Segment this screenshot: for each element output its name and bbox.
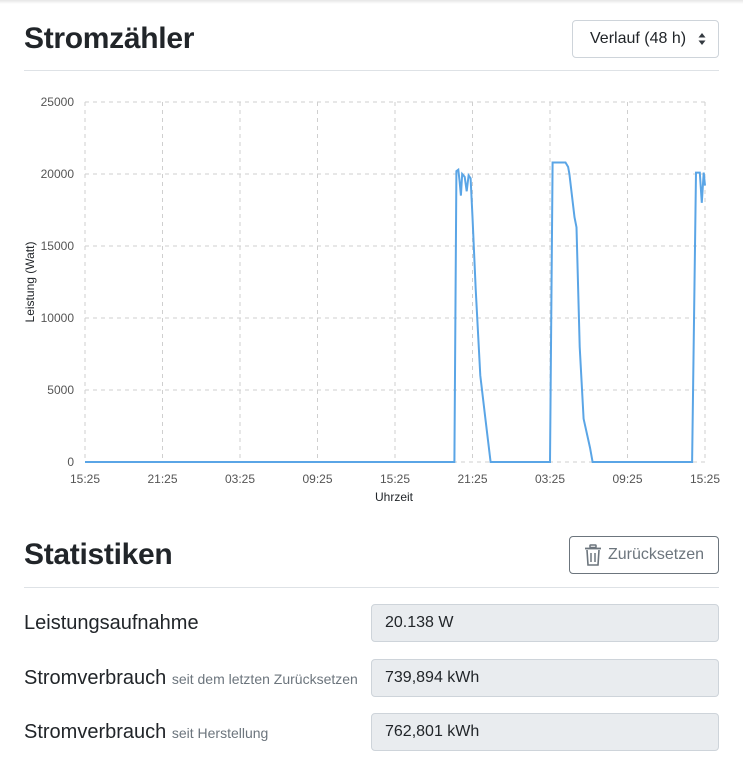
stats-title: Statistiken [24,538,173,571]
y-tick-label: 25000 [41,95,75,109]
meter-divider [24,70,719,71]
x-tick-label: 03:25 [225,472,255,486]
chart-grid [84,101,706,463]
range-select[interactable]: Verlauf (48 h) [572,20,719,58]
stat-label: Leistungsaufnahme [24,612,371,635]
meter-header: Stromzähler Verlauf (48 h) [24,20,719,58]
y-tick-label: 20000 [41,167,75,181]
stat-label-main: Stromverbrauch [24,720,167,743]
x-tick-label: 09:25 [302,472,332,486]
stat-label: Stromverbrauch seit Herstellung [24,721,371,744]
stat-value-consumption-total: 762,801 kWh [371,713,719,751]
stat-label: Stromverbrauch seit dem letzten Zurückse… [24,667,371,690]
x-tick-label: 09:25 [612,472,642,486]
y-axis-label: Leistung (Watt) [23,242,37,323]
meter-title: Stromzähler [24,22,195,55]
stats-divider [24,587,719,588]
stat-row-power: Leistungsaufnahme 20.138 W [24,604,719,642]
top-shadow [0,0,743,4]
power-chart: 0 5000 10000 15000 20000 25000 15:25 21:25 03:2… [23,95,720,504]
stat-label-sub: seit Herstellung [171,724,269,741]
x-tick-label: 21:25 [457,472,487,486]
sort-caret-icon [698,33,706,45]
x-tick-label: 15:25 [70,472,100,486]
y-tick-label: 0 [67,455,74,469]
stat-label-main: Leistungsaufnahme [24,611,199,634]
stat-label-sub: seit dem letzten Zurücksetzen [171,670,358,687]
y-tick-label: 10000 [41,311,75,325]
stat-value-consumption-reset: 739,894 kWh [371,659,719,697]
stats-header: Statistiken Zurücksetzen [24,536,719,574]
x-tick-label: 03:25 [535,472,565,486]
y-axis-ticks: 0 5000 10000 15000 20000 25000 [41,95,75,469]
stat-row-consumption-reset: Stromverbrauch seit dem letzten Zurückse… [24,659,719,697]
reset-button-label: Zurücksetzen [607,546,705,563]
x-tick-label: 21:25 [147,472,177,486]
y-tick-label: 15000 [41,239,75,253]
stat-label-main: Stromverbrauch [24,666,167,689]
x-tick-label: 15:25 [690,472,720,486]
stat-row-consumption-total: Stromverbrauch seit Herstellung 762,801 … [24,713,719,751]
reset-button[interactable]: Zurücksetzen [569,536,719,574]
y-tick-label: 5000 [47,383,74,397]
x-axis-label: Uhrzeit [375,490,414,504]
stat-value-power: 20.138 W [371,604,719,642]
power-series-line [85,161,706,463]
x-tick-label: 15:25 [380,472,410,486]
trash-icon [584,544,601,566]
range-select-value: Verlauf (48 h) [590,30,687,47]
x-axis-ticks: 15:25 21:25 03:25 09:25 15:25 21:25 03:25 09:25… [70,472,720,486]
